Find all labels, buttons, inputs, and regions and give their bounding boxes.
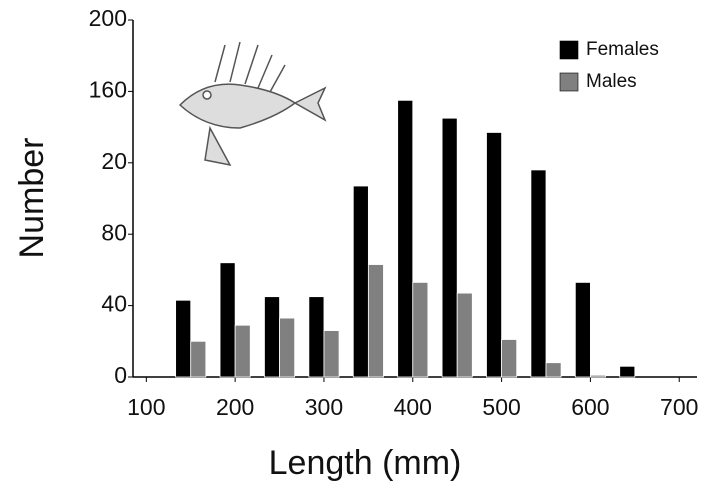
bar [279, 317, 296, 378]
bar [545, 362, 562, 378]
bar [352, 185, 369, 378]
bar [323, 330, 340, 378]
bar [590, 374, 606, 378]
legend-label: Females [586, 39, 659, 60]
y-tick-label: 200 [89, 5, 127, 31]
bar [219, 262, 236, 378]
y-tick-label: 80 [101, 219, 127, 245]
x-tick-label: 600 [571, 394, 609, 420]
bar [530, 169, 547, 378]
bar [234, 324, 251, 378]
x-tick-label: 100 [127, 394, 165, 420]
bar [308, 296, 325, 378]
x-axis-title: Length (mm) [269, 444, 462, 482]
y-axis-title: Number [13, 138, 51, 259]
legend-swatch [559, 72, 579, 92]
y-tick-label: 40 [101, 291, 127, 317]
bar [501, 339, 518, 378]
y-tick-label: 160 [89, 76, 127, 102]
bar [397, 99, 414, 378]
bar [619, 365, 636, 378]
x-tick-label: 400 [394, 394, 432, 420]
x-tick-label: 700 [660, 394, 698, 420]
x-tick-label: 200 [216, 394, 254, 420]
bar [574, 281, 591, 378]
fish-illustration [178, 41, 327, 167]
bar [367, 264, 384, 378]
bar [486, 132, 502, 378]
bar [190, 340, 207, 378]
bar [412, 281, 429, 378]
bar [456, 292, 473, 378]
bar [441, 117, 458, 378]
bar [175, 299, 192, 378]
x-tick-label: 300 [305, 394, 343, 420]
bar [264, 296, 280, 378]
x-tick-label: 500 [482, 394, 520, 420]
legend-swatch [559, 40, 579, 60]
y-tick-label: 20 [101, 148, 127, 174]
y-tick-label: 0 [114, 362, 127, 388]
legend-label: Males [586, 71, 637, 92]
